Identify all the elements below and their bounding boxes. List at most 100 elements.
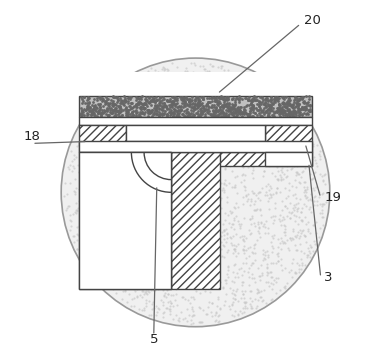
Point [114,215,120,220]
Point [252,128,258,134]
Point [164,111,170,117]
Point [165,83,172,89]
Point [67,180,73,186]
Point [314,202,321,208]
Point [226,101,232,107]
Point [286,122,292,128]
Point [171,106,177,111]
Point [201,225,207,231]
Point [201,180,207,186]
Point [155,277,161,282]
Point [118,108,124,114]
Point [285,124,292,130]
Point [138,101,145,107]
Point [116,104,122,110]
Point [272,213,278,219]
Point [271,110,277,115]
Point [86,169,93,175]
Point [226,111,232,117]
Point [248,196,254,202]
Point [157,174,163,180]
Point [251,207,257,213]
Point [232,109,238,115]
Point [170,185,176,191]
Point [84,120,91,126]
Point [102,204,108,210]
Point [245,196,251,202]
Point [277,107,283,113]
Point [234,79,240,85]
Point [316,189,322,195]
Point [120,196,126,201]
Point [272,95,278,101]
Point [153,111,159,117]
Point [143,94,149,100]
Point [235,109,242,115]
Point [132,289,138,294]
Point [286,112,292,118]
Point [174,302,180,308]
Point [229,209,235,215]
Point [98,111,104,117]
Point [122,253,128,258]
Point [110,95,116,101]
Point [113,185,119,191]
Point [131,280,138,285]
Point [134,104,140,110]
Point [67,217,73,223]
Point [248,98,255,103]
Point [221,228,227,233]
Point [224,230,230,236]
Point [240,99,246,105]
Point [172,173,179,179]
Point [122,97,128,103]
Point [125,113,131,119]
Point [254,90,260,96]
Point [171,95,177,101]
Point [223,291,230,297]
Point [149,94,155,100]
Point [303,159,310,165]
Point [213,117,219,123]
Point [108,254,114,260]
Point [74,224,80,230]
Point [150,86,156,91]
Point [258,101,265,107]
Point [165,67,171,73]
Point [280,118,287,123]
Point [275,176,281,182]
Point [127,111,133,117]
Point [186,273,192,279]
Point [133,97,139,103]
Point [215,94,222,100]
Point [301,232,308,238]
Point [253,104,259,110]
Point [136,198,143,204]
Point [144,98,150,103]
Point [97,142,103,147]
Point [255,94,261,100]
Point [97,194,103,200]
Point [112,195,118,201]
Point [188,104,194,110]
Point [179,234,186,240]
Point [207,310,213,315]
Point [109,134,116,140]
Point [175,216,181,221]
Point [154,85,160,91]
Point [294,169,300,175]
Point [252,208,258,213]
Point [274,185,280,191]
Point [228,104,235,110]
Point [201,108,208,114]
Point [169,98,175,104]
Point [221,254,227,260]
Point [207,135,213,141]
Point [78,94,84,99]
Point [123,108,129,114]
Point [196,241,202,246]
Point [74,231,80,237]
Point [142,184,148,190]
Point [108,97,114,103]
Point [267,100,273,106]
